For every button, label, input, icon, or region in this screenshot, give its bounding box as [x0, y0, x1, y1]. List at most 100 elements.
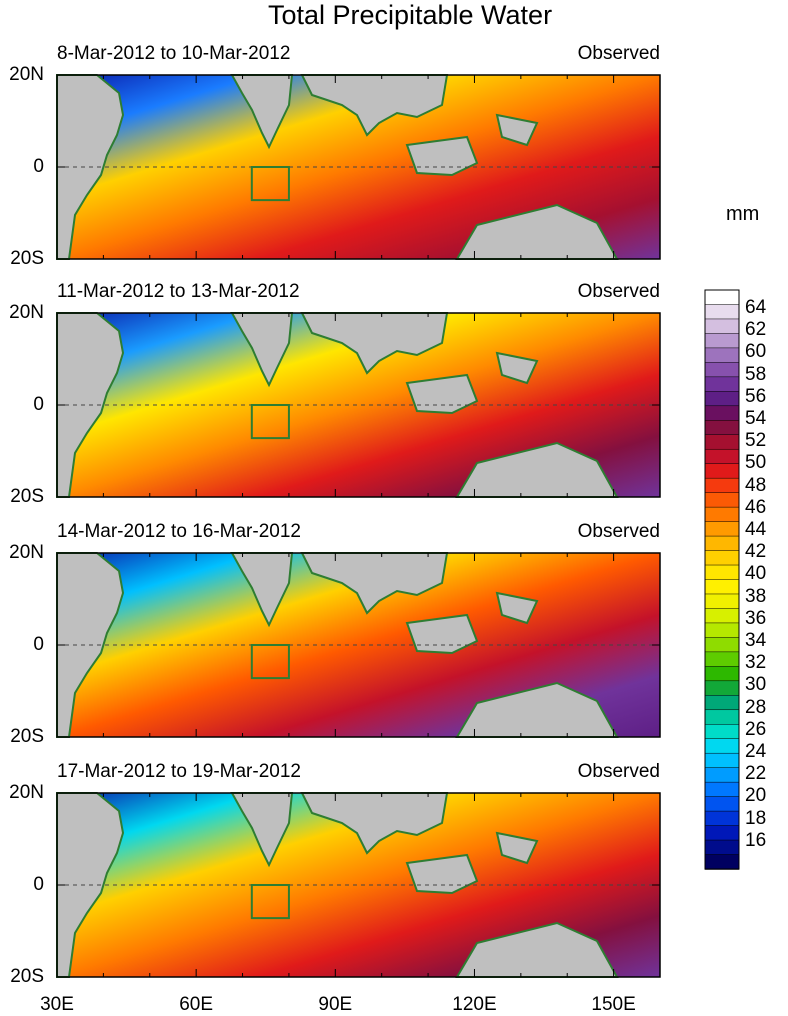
lon-label: 150E	[591, 994, 636, 1015]
landmass	[455, 921, 619, 978]
colorbar-tick-label: 58	[745, 363, 767, 385]
map-panel-4	[56, 792, 661, 978]
colorbar-tick-label: 30	[745, 674, 767, 696]
colorbar-segment	[704, 492, 740, 508]
colorbar-segment	[704, 810, 740, 827]
lat-label: 0	[33, 874, 44, 895]
colorbar	[704, 289, 740, 870]
colorbar-segment	[704, 637, 740, 653]
landmass	[230, 74, 294, 150]
map-title: Total Precipitable Water	[267, 0, 553, 30]
colorbar-segment	[704, 477, 740, 494]
colorbar-segment	[704, 506, 740, 523]
panel-data-tag: Observed	[577, 281, 660, 302]
colorbar-tick-label: 18	[745, 807, 767, 829]
colorbar-tick-label: 48	[745, 474, 767, 496]
colorbar-segment	[704, 579, 740, 595]
colorbar-segment	[704, 318, 740, 335]
colorbar-tick-label: 20	[745, 785, 767, 807]
colorbar-segment	[704, 767, 740, 783]
lat-label: 20S	[10, 248, 44, 269]
lat-label: 0	[33, 634, 44, 655]
panel-data-tag: Observed	[577, 43, 660, 64]
colorbar-segment	[704, 333, 740, 349]
study-region-box	[250, 404, 290, 440]
map-panel-3	[56, 552, 661, 738]
colorbar-tick-label: 44	[745, 519, 767, 540]
colorbar-tick-label: 52	[745, 430, 767, 452]
colorbar-tick-label: 28	[745, 696, 767, 718]
map-panel-2	[56, 312, 661, 498]
colorbar-tick-label: 16	[745, 829, 767, 851]
colorbar-segment	[704, 709, 740, 726]
lat-label: 20N	[9, 542, 44, 563]
lat-label: 20S	[10, 726, 44, 747]
colorbar-tick-label: 36	[745, 607, 767, 629]
colorbar-tick-label: 62	[745, 319, 767, 341]
colorbar-segment	[704, 405, 740, 422]
colorbar-segment	[704, 738, 740, 754]
colorbar-segment	[704, 463, 740, 479]
colorbar-tick-label: 22	[745, 763, 767, 785]
colorbar-segment	[704, 535, 740, 552]
landmass	[495, 113, 539, 147]
lon-label: 90E	[318, 994, 353, 1015]
landmass	[405, 613, 479, 655]
colorbar-segment	[704, 608, 740, 624]
colorbar-tick-label: 38	[745, 585, 767, 607]
lat-label: 0	[33, 156, 44, 177]
landmass	[405, 135, 479, 177]
lat-label: 0	[33, 394, 44, 415]
colorbar-tick-label: 34	[745, 630, 767, 651]
colorbar-segment	[704, 825, 740, 841]
colorbar-segment	[704, 593, 740, 610]
study-region-box	[250, 166, 290, 202]
colorbar-segment	[704, 289, 740, 306]
landmass	[230, 792, 294, 868]
lon-label: 60E	[179, 994, 214, 1015]
colorbar-segment	[704, 521, 740, 537]
colorbar-tick-label: 64	[745, 297, 767, 318]
landmass	[230, 552, 294, 628]
colorbar-segment	[704, 304, 740, 320]
panel-date-range: 8-Mar-2012 to 10-Mar-2012	[57, 43, 291, 64]
colorbar-segment	[704, 695, 740, 711]
landmass	[300, 552, 449, 615]
colorbar-tick-label: 26	[745, 718, 767, 740]
panel-data-tag: Observed	[577, 761, 660, 782]
lon-label: 30E	[40, 994, 74, 1015]
study-region-box	[250, 884, 290, 920]
colorbar-segment	[704, 564, 740, 581]
landmass	[405, 853, 479, 895]
colorbar-tick-label: 46	[745, 496, 767, 518]
lat-label: 20N	[9, 64, 44, 85]
colorbar-segment	[704, 796, 740, 812]
colorbar-tick-label: 50	[745, 452, 767, 474]
lat-label: 20S	[10, 486, 44, 507]
colorbar-segment	[704, 666, 740, 682]
colorbar-segment	[704, 362, 740, 378]
colorbar-unit: mm	[726, 203, 760, 225]
landmass	[405, 373, 479, 415]
panel-data-tag: Observed	[577, 521, 660, 542]
study-region-box	[250, 644, 290, 680]
colorbar-tick-label: 60	[745, 341, 767, 363]
lat-label: 20N	[9, 782, 44, 803]
landmass	[300, 74, 449, 137]
colorbar-tick-label: 54	[745, 408, 767, 429]
landmass	[495, 591, 539, 625]
map-panel-1	[56, 74, 661, 260]
colorbar-segment	[704, 391, 740, 407]
lon-label: 120E	[452, 994, 497, 1015]
colorbar-tick-label: 40	[745, 563, 767, 585]
colorbar-segment	[704, 420, 740, 436]
panel-date-range: 17-Mar-2012 to 19-Mar-2012	[57, 761, 301, 782]
landmass	[300, 312, 449, 375]
colorbar-segment	[704, 434, 740, 450]
colorbar-frame	[704, 289, 740, 870]
panel-date-range: 14-Mar-2012 to 16-Mar-2012	[57, 521, 301, 542]
lat-label: 20N	[9, 302, 44, 323]
landmass	[300, 792, 449, 855]
colorbar-segment	[704, 854, 740, 870]
landmass	[455, 681, 619, 738]
